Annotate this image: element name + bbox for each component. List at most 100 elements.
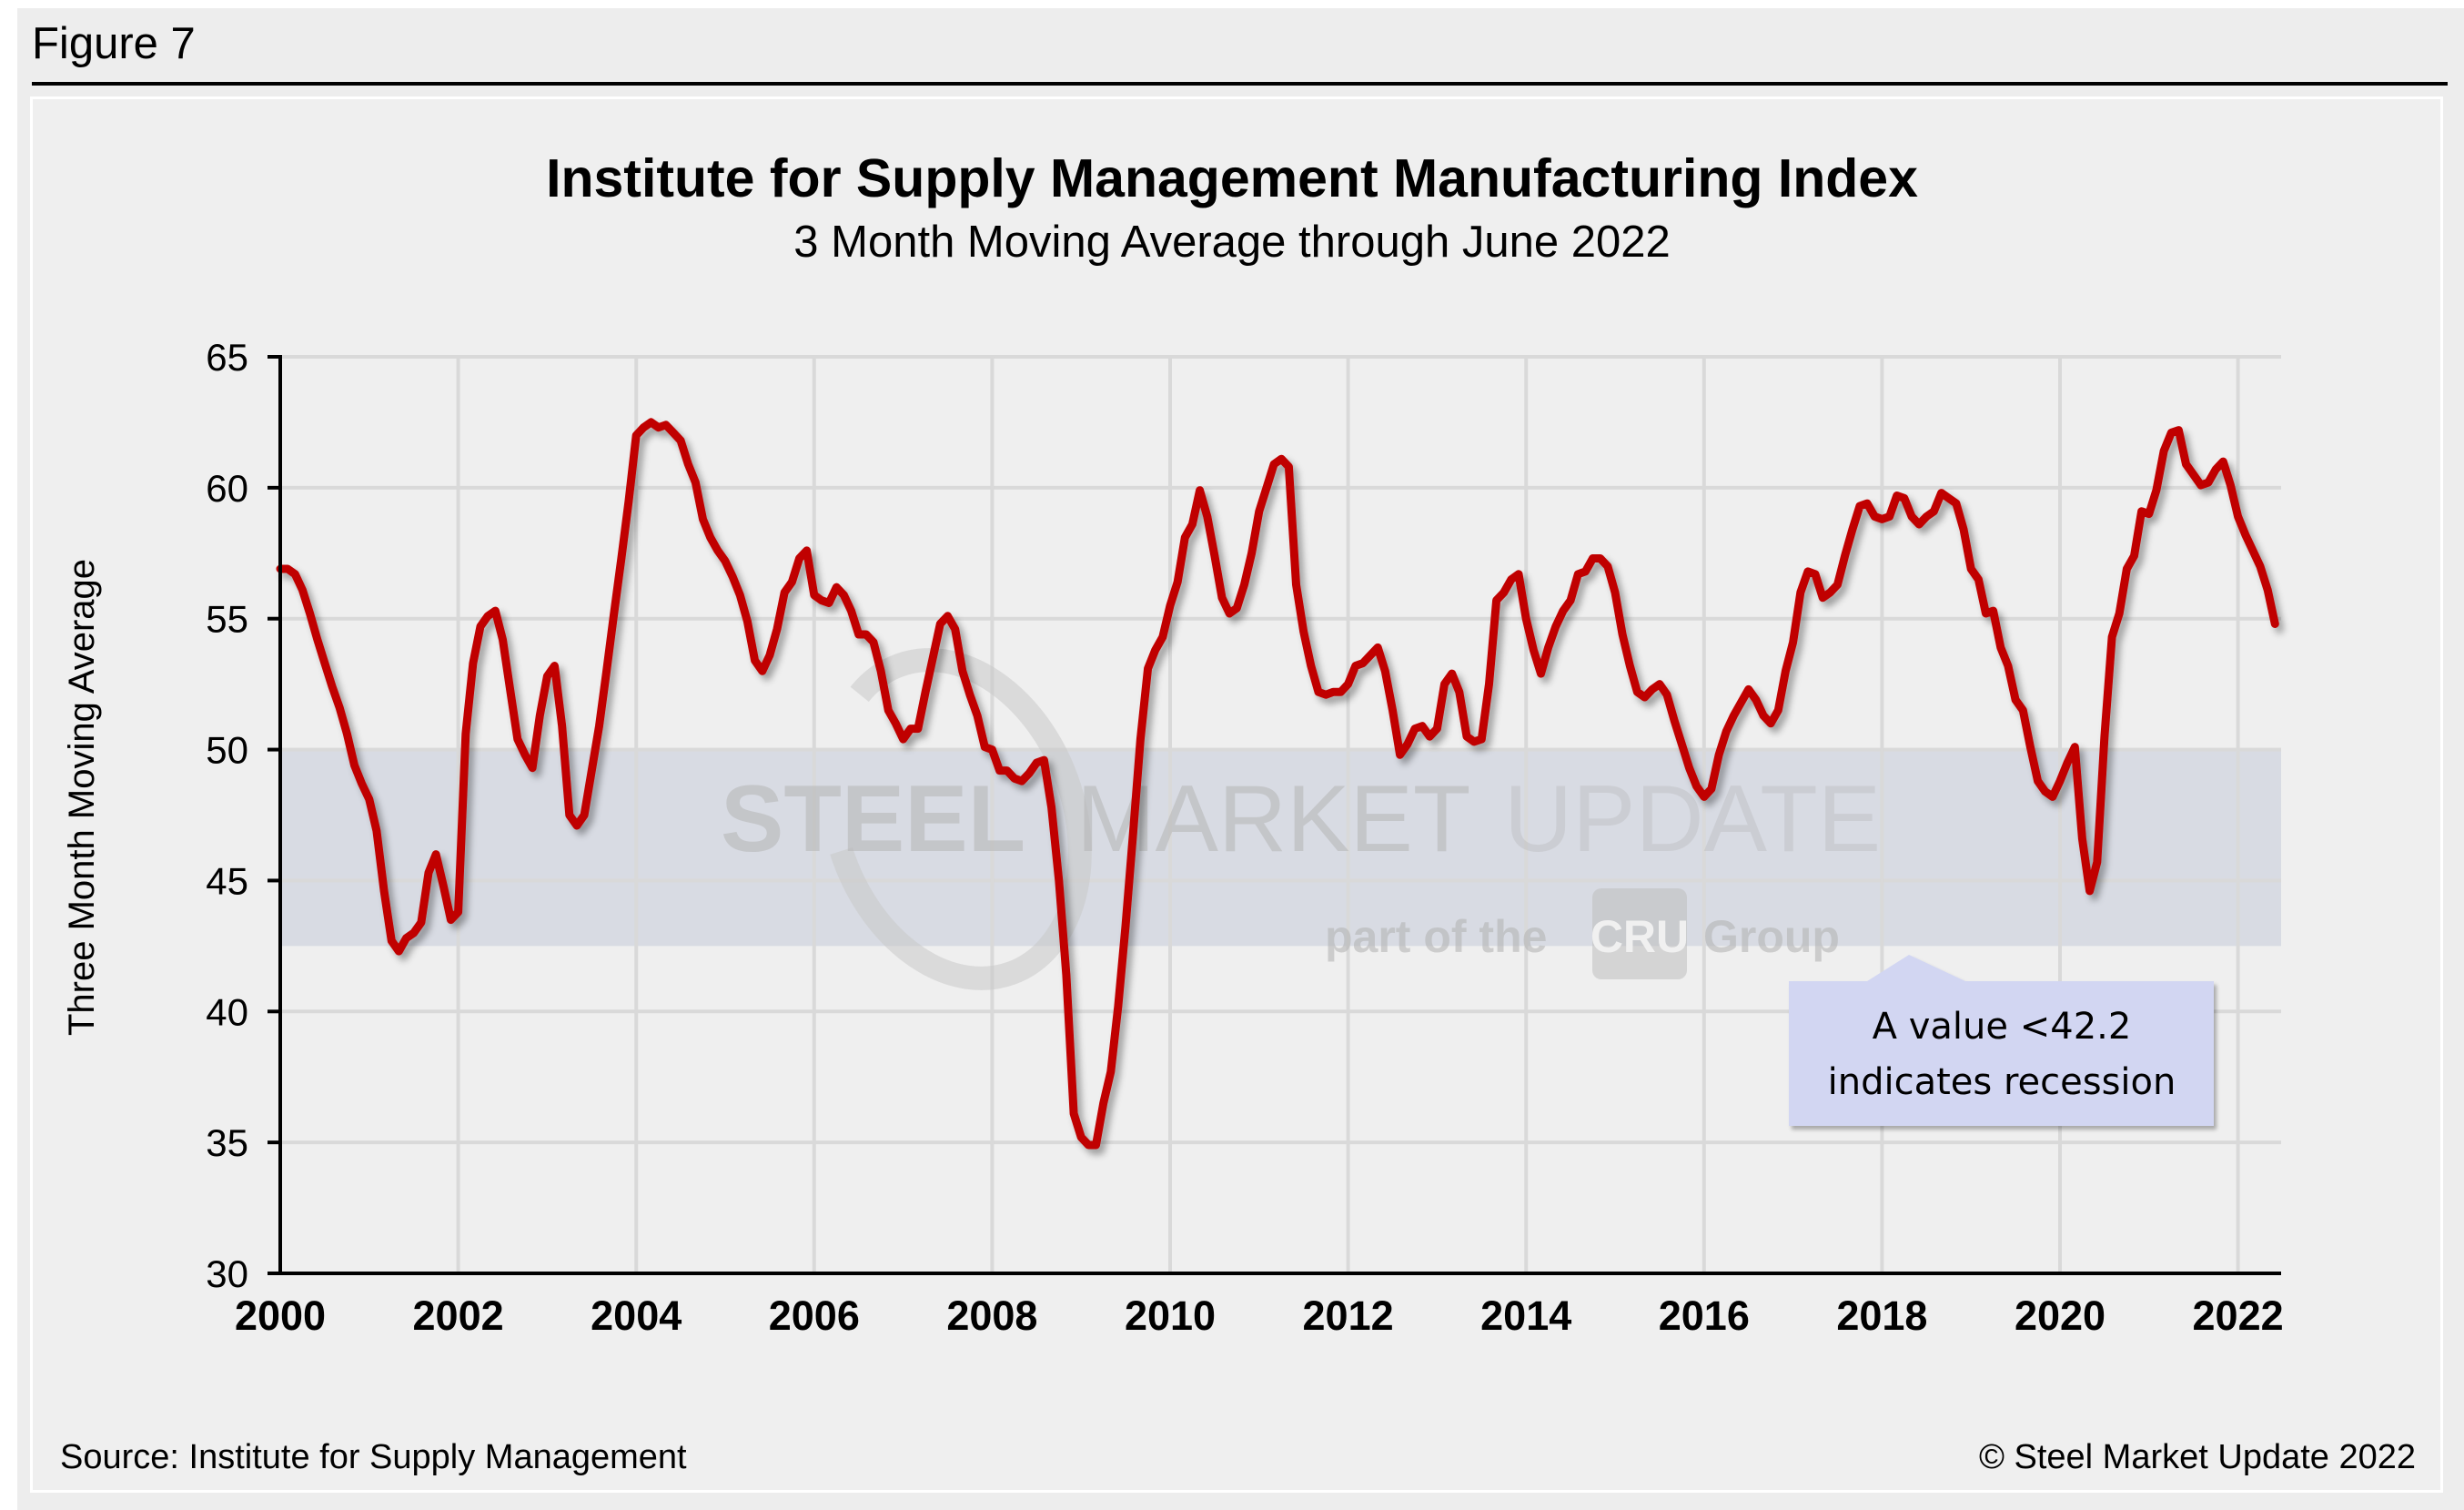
data-point [1991,608,1996,613]
data-point [1671,718,1677,724]
data-point [849,608,854,613]
data-point [1375,644,1380,650]
data-point [508,686,513,692]
data-point [1056,877,1062,883]
data-point [737,593,742,598]
data-point [1175,579,1180,584]
data-point [782,590,787,595]
data-point [1709,786,1714,792]
data-point [2272,621,2277,626]
data-point [359,781,365,786]
data-point [937,621,943,626]
data-point [440,883,446,888]
data-point [1442,682,1448,687]
data-point [1954,501,1959,506]
data-point [1012,775,1017,781]
data-point [299,587,305,593]
data-point [1457,689,1462,694]
data-point [552,664,558,669]
data-point [2013,697,2018,703]
data-point [285,566,290,572]
data-point [1835,582,1841,587]
data-point [812,593,817,598]
data-point [1257,509,1262,514]
data-point [863,632,869,637]
data-point [404,936,409,941]
source-note: Source: Institute for Supply Management [60,1438,687,1476]
y-tick-label: 35 [206,1121,248,1164]
chart-subtitle: 3 Month Moving Average through June 2022 [793,218,1671,267]
data-point [2154,488,2159,493]
data-point [389,938,394,944]
data-point [1887,514,1893,520]
data-point [1872,514,1877,520]
data-point [1657,682,1662,687]
data-point [1146,665,1151,671]
data-point [581,813,587,818]
data-point [2257,563,2263,569]
data-point [2057,778,2063,784]
data-point [1761,713,1766,718]
x-tick-label: 2010 [1125,1292,1216,1339]
data-point [1650,686,1655,692]
data-point [344,731,349,736]
data-point [492,608,498,613]
data-point [2146,512,2152,517]
data-point [826,600,832,605]
data-point [685,461,691,467]
data-point [1123,922,1128,927]
data-point [315,637,320,643]
data-point [2065,760,2070,765]
data-point [730,574,735,580]
data-point [2043,789,2048,795]
data-point [774,626,780,632]
data-point [1479,736,1484,742]
data-point [901,736,906,742]
data-point [515,736,520,742]
data-point [1264,485,1269,491]
data-point [1605,563,1611,569]
data-point [915,726,921,732]
data-point [419,919,424,925]
data-point [1902,495,1907,501]
data-point [1234,605,1239,611]
data-point [1702,794,1707,799]
data-point [1509,577,1514,583]
data-point [722,558,728,563]
chart-title: Institute for Supply Management Manufact… [546,148,1918,208]
watermark-tagline-logo: CRU [1590,911,1689,962]
data-point [819,598,824,603]
data-point [930,655,935,661]
data-point [1961,527,1966,532]
data-point [1071,1110,1076,1116]
data-point [1746,686,1752,692]
data-point [2079,836,2085,841]
data-point [1227,611,1232,616]
data-point [789,579,794,584]
data-point [1205,514,1210,520]
data-point [1553,623,1559,629]
data-point [1642,694,1648,700]
data-point [596,724,601,729]
data-point [1449,671,1455,676]
data-point [856,632,862,637]
data-point [611,611,617,616]
data-point [1405,742,1410,747]
data-point [604,668,610,674]
data-point [1946,495,1952,501]
data-point [352,763,358,768]
data-point [663,422,669,428]
data-point [1094,1142,1099,1148]
data-point [1791,640,1796,645]
data-point [448,917,453,923]
data-point [1805,569,1811,574]
data-point [1850,527,1855,532]
data-point [1560,608,1566,613]
data-point [841,593,846,598]
data-point [1798,590,1803,595]
data-point [1412,726,1418,732]
data-point [1137,736,1143,742]
data-point [885,707,891,713]
data-point [1197,488,1203,493]
data-point [530,765,535,771]
